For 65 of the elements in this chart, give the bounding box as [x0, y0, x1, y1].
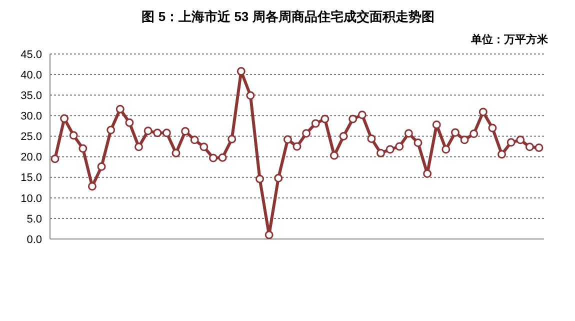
- point: [256, 174, 264, 184]
- point: [69, 131, 78, 140]
- y-tick-label: 35.0: [20, 90, 42, 102]
- y-tick-label: 40.0: [20, 69, 42, 82]
- y-tick-label: 0.0: [26, 234, 42, 246]
- point: [339, 132, 348, 140]
- y-tick-label: 5.0: [26, 213, 42, 226]
- point: [153, 128, 162, 138]
- y-tick-label: 25.0: [20, 131, 42, 144]
- point: [498, 150, 506, 159]
- y-tick-label: 10.0: [20, 192, 42, 205]
- point: [432, 120, 441, 129]
- point: [97, 162, 106, 171]
- point: [236, 67, 246, 76]
- y-tick-label: 15.0: [20, 172, 42, 184]
- point: [525, 142, 534, 152]
- point: [162, 128, 171, 138]
- point: [88, 182, 96, 191]
- point: [292, 142, 302, 151]
- point: [134, 142, 144, 152]
- point: [60, 114, 69, 123]
- point: [330, 151, 338, 160]
- point: [218, 153, 227, 162]
- point: [116, 104, 124, 114]
- point: [516, 136, 525, 144]
- point: [228, 134, 236, 144]
- point: [50, 154, 60, 164]
- point: [208, 154, 218, 162]
- point: [348, 114, 358, 124]
- point: [450, 128, 460, 137]
- point: [404, 129, 413, 138]
- point: [478, 108, 488, 116]
- point: [144, 126, 152, 136]
- point: [311, 119, 320, 128]
- point: [181, 127, 190, 136]
- point: [395, 142, 404, 151]
- point: [172, 148, 180, 158]
- point: [470, 130, 478, 138]
- point: [106, 126, 116, 134]
- chart-title: 图 5：上海市近 53 周各周商品住宅成交面积走势图: [140, 8, 436, 26]
- point: [460, 136, 469, 144]
- point: [274, 174, 283, 182]
- point: [376, 148, 386, 158]
- point: [125, 118, 134, 127]
- point: [264, 230, 274, 239]
- point: [386, 145, 394, 154]
- point: [442, 145, 450, 154]
- point: [283, 135, 292, 144]
- point: [423, 169, 432, 178]
- point: [414, 138, 422, 148]
- point: [320, 114, 330, 124]
- point: [190, 136, 199, 144]
- text: 单位：万平方米: [471, 32, 548, 47]
- point: [78, 144, 88, 153]
- point: [246, 91, 255, 100]
- point: [367, 134, 376, 143]
- point: [534, 143, 544, 152]
- y-tick-label: 45.0: [20, 48, 42, 61]
- point: [302, 129, 311, 138]
- point: [200, 142, 208, 152]
- y-tick-label: 20.0: [20, 152, 42, 164]
- y-tick-label: 30.0: [20, 110, 42, 123]
- point: [488, 124, 497, 132]
- point: [358, 110, 366, 120]
- point: [506, 138, 516, 147]
